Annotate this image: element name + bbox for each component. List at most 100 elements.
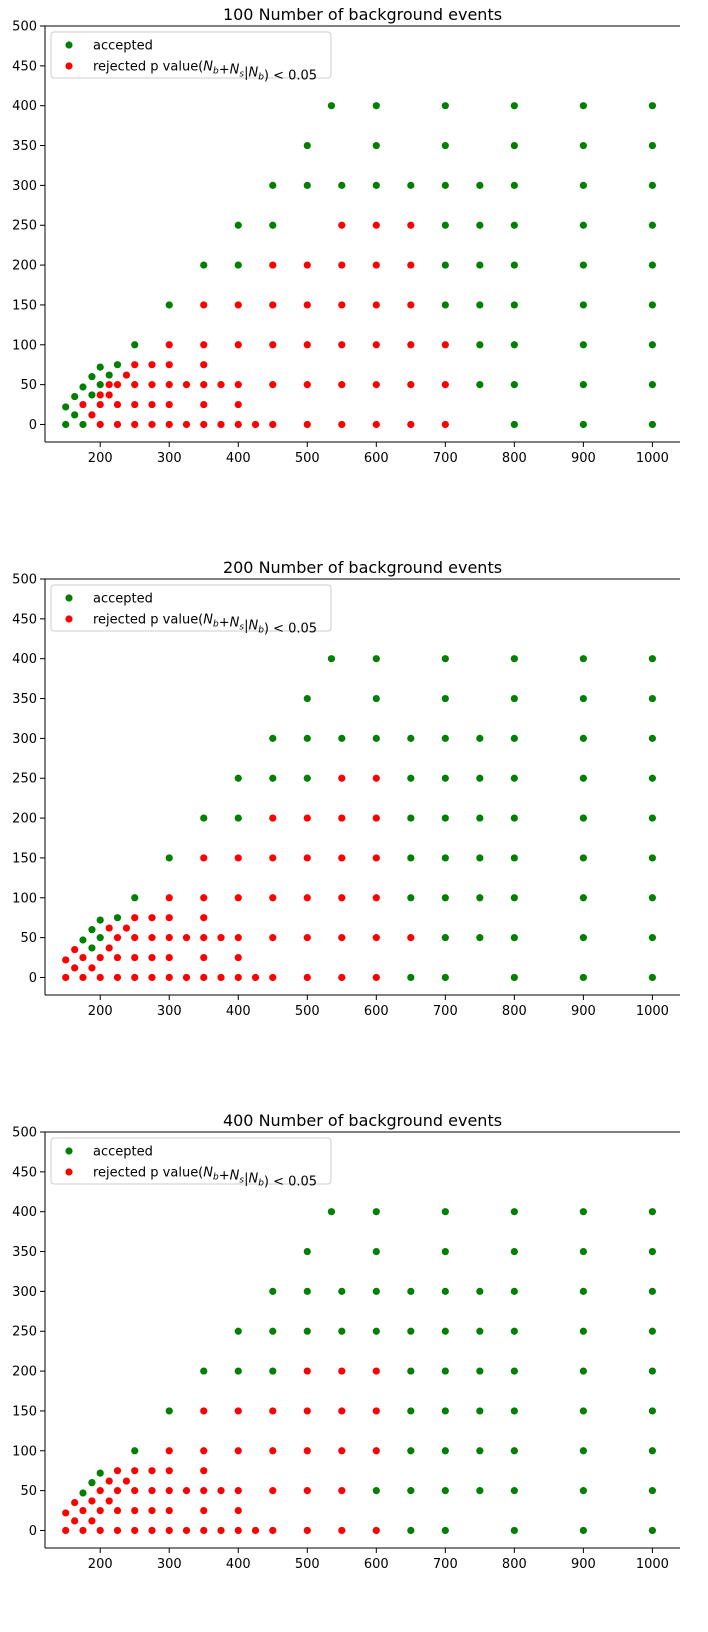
- scatter-point: [648, 1327, 656, 1335]
- scatter-point: [441, 261, 449, 269]
- y-tick-label: 50: [20, 1484, 37, 1499]
- scatter-point: [165, 1407, 173, 1415]
- scatter-point: [217, 934, 225, 942]
- scatter-point: [269, 734, 277, 742]
- chart-panel: 200 Number of background events 0 50 100 150…: [12, 558, 680, 1019]
- scatter-point: [234, 973, 242, 982]
- y-tick-label: 500: [12, 1126, 37, 1141]
- scatter-point: [648, 1407, 656, 1415]
- scatter-point: [131, 1506, 139, 1515]
- scatter-point: [165, 1447, 173, 1455]
- scatter-point: [148, 973, 156, 982]
- x-tick-label: 300: [157, 1004, 182, 1019]
- x-tick-label: 400: [226, 1557, 251, 1572]
- scatter-point: [303, 973, 311, 982]
- scatter-point: [372, 1447, 380, 1455]
- scatter-point: [510, 655, 518, 663]
- scatter-point: [165, 301, 173, 309]
- scatter-point: [269, 420, 277, 429]
- x-tick-label: 800: [502, 451, 527, 466]
- scatter-point: [303, 734, 311, 742]
- scatter-point: [579, 973, 587, 982]
- scatter-point: [234, 1367, 242, 1375]
- scatter-point: [148, 914, 156, 922]
- scatter-point: [476, 1367, 484, 1375]
- scatter-point: [148, 1487, 156, 1495]
- scatter-point: [510, 854, 518, 862]
- x-tick-label: 1000: [636, 1004, 669, 1019]
- scatter-point: [182, 420, 191, 429]
- scatter-point: [579, 774, 587, 782]
- scatter-point: [372, 734, 380, 742]
- scatter-point: [579, 655, 587, 663]
- scatter-point: [200, 261, 208, 269]
- scatter-point: [372, 261, 380, 269]
- scatter-point: [148, 934, 156, 942]
- scatter-point: [510, 1327, 518, 1335]
- scatter-point: [96, 1526, 104, 1535]
- scatter-point: [182, 973, 191, 982]
- scatter-point: [79, 1526, 87, 1535]
- scatter-point: [88, 1497, 96, 1505]
- scatter-point: [476, 854, 484, 862]
- scatter-point: [510, 1247, 518, 1256]
- scatter-point: [441, 1487, 449, 1495]
- scatter-point: [148, 420, 156, 429]
- scatter-point: [148, 361, 156, 369]
- scatter-point: [372, 1526, 380, 1535]
- scatter-point: [648, 1287, 656, 1295]
- y-tick-label: 150: [12, 298, 37, 313]
- scatter-point: [217, 1487, 225, 1495]
- scatter-point: [441, 1208, 449, 1216]
- scatter-point: [338, 420, 346, 429]
- legend-label: rejected p value(Nb+Ns|Nb) < 0.05: [93, 1166, 317, 1190]
- scatter-point: [372, 854, 380, 862]
- scatter-point: [234, 420, 242, 429]
- scatter-point: [441, 1407, 449, 1415]
- scatter-point: [579, 1367, 587, 1375]
- scatter-point: [88, 373, 96, 381]
- scatter-point: [165, 953, 173, 962]
- scatter-point: [510, 973, 518, 982]
- scatter-point: [441, 420, 449, 429]
- scatter-point: [62, 403, 70, 411]
- y-tick-label: 250: [12, 772, 37, 787]
- scatter-point: [303, 1526, 311, 1535]
- scatter-point: [407, 1287, 415, 1295]
- scatter-point: [579, 934, 587, 942]
- scatter-point: [200, 953, 208, 962]
- scatter-point: [441, 734, 449, 742]
- legend-frame: [50, 31, 332, 79]
- x-tick-label: 700: [433, 451, 458, 466]
- scatter-point: [303, 181, 311, 189]
- scatter-point: [441, 1447, 449, 1455]
- x-tick-label: 600: [364, 451, 389, 466]
- scatter-point: [131, 400, 139, 409]
- scatter-point: [579, 420, 587, 429]
- scatter-point: [510, 341, 518, 349]
- x-tick-label: 700: [433, 1557, 458, 1572]
- scatter-point: [579, 1247, 587, 1256]
- scatter-point: [165, 1506, 173, 1515]
- scatter-point: [303, 301, 311, 309]
- scatter-point: [441, 102, 449, 110]
- scatter-point: [96, 934, 104, 942]
- x-tick-label: 200: [88, 451, 113, 466]
- scatter-point: [407, 1367, 415, 1375]
- scatter-point: [131, 1447, 139, 1455]
- y-tick-label: 50: [20, 931, 37, 946]
- scatter-point: [303, 1247, 311, 1256]
- scatter-point: [113, 953, 122, 962]
- scatter-point: [441, 894, 449, 902]
- y-tick-label: 450: [12, 1165, 37, 1180]
- scatter-point: [476, 301, 484, 309]
- y-tick-label: 100: [12, 1444, 37, 1459]
- scatter-point: [441, 1526, 449, 1535]
- scatter-point: [165, 400, 173, 409]
- scatter-point: [579, 1526, 587, 1535]
- scatter-point: [407, 1487, 415, 1495]
- scatter-point: [327, 655, 336, 663]
- scatter-point: [269, 854, 277, 862]
- scatter-point: [234, 934, 242, 942]
- scatter-point: [407, 814, 415, 822]
